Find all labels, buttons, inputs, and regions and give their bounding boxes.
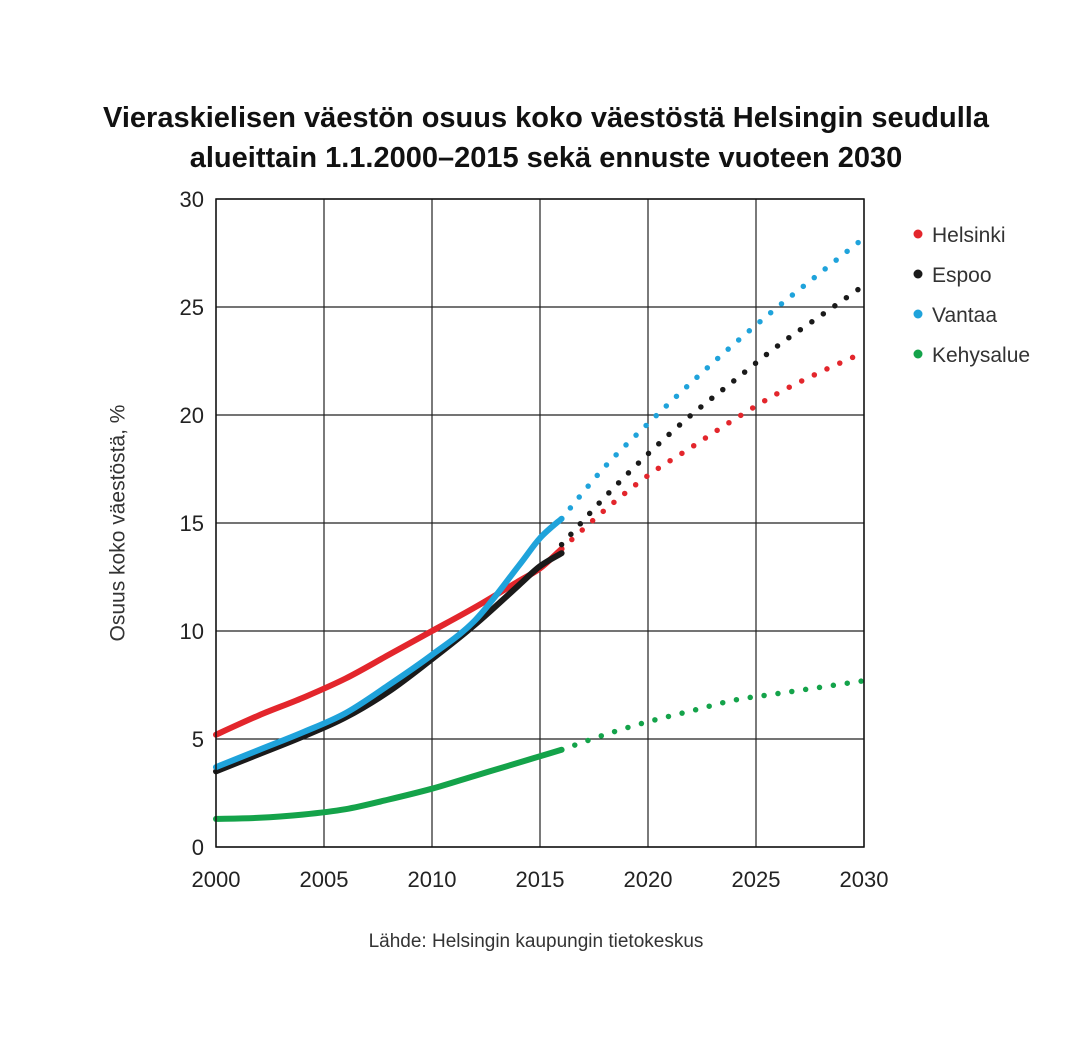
legend-marker-vantaa — [913, 309, 923, 319]
y-tick-label: 30 — [180, 187, 204, 212]
series-line-kehysalue — [213, 746, 565, 822]
legend: Helsinki Espoo Vantaa Kehysalue — [913, 224, 1030, 367]
source-note: Lähde: Helsingin kaupungin tietokeskus — [369, 931, 704, 952]
x-tick-label: 2030 — [840, 867, 889, 892]
y-tick-label: 25 — [180, 295, 204, 320]
plot-frame — [215, 198, 865, 848]
x-tick-label: 2010 — [408, 867, 457, 892]
series-line-vantaa — [213, 515, 565, 771]
y-axis-label: Osuus koko väestöstä, % — [107, 405, 130, 642]
x-tick-label: 2000 — [192, 867, 241, 892]
y-tick-label: 15 — [180, 511, 204, 536]
series-forecast-vantaa — [558, 235, 867, 522]
legend-marker-kehysalue — [913, 349, 923, 359]
grid — [215, 198, 865, 848]
legend-label-espoo: Espoo — [932, 264, 992, 287]
series-forecast-helsinki — [558, 349, 867, 552]
legend-marker-espoo — [913, 269, 923, 279]
legend-label-kehysalue: Kehysalue — [932, 344, 1030, 367]
chart-title-line-2: alueittain 1.1.2000–2015 sekä ennuste vu… — [189, 142, 903, 174]
legend-marker-helsinki — [913, 229, 923, 239]
x-tick-label: 2005 — [300, 867, 349, 892]
series-layer — [213, 235, 867, 822]
chart-title-line-1: Vieraskielisen väestön osuus koko väestö… — [103, 102, 989, 134]
series-forecast-espoo — [558, 282, 867, 548]
chart-title: Vieraskielisen väestön osuus koko väestö… — [0, 98, 1092, 178]
series-line-espoo — [213, 550, 565, 775]
y-tick-label: 0 — [192, 835, 204, 860]
y-tick-label: 10 — [180, 619, 204, 644]
x-tick-label: 2020 — [624, 867, 673, 892]
legend-label-vantaa: Vantaa — [932, 304, 997, 327]
legend-label-helsinki: Helsinki — [932, 224, 1006, 247]
series-forecast-kehysalue — [558, 677, 867, 753]
y-tick-label: 20 — [180, 403, 204, 428]
x-tick-label: 2015 — [516, 867, 565, 892]
y-tick-label: 5 — [192, 727, 204, 752]
x-tick-label: 2025 — [732, 867, 781, 892]
